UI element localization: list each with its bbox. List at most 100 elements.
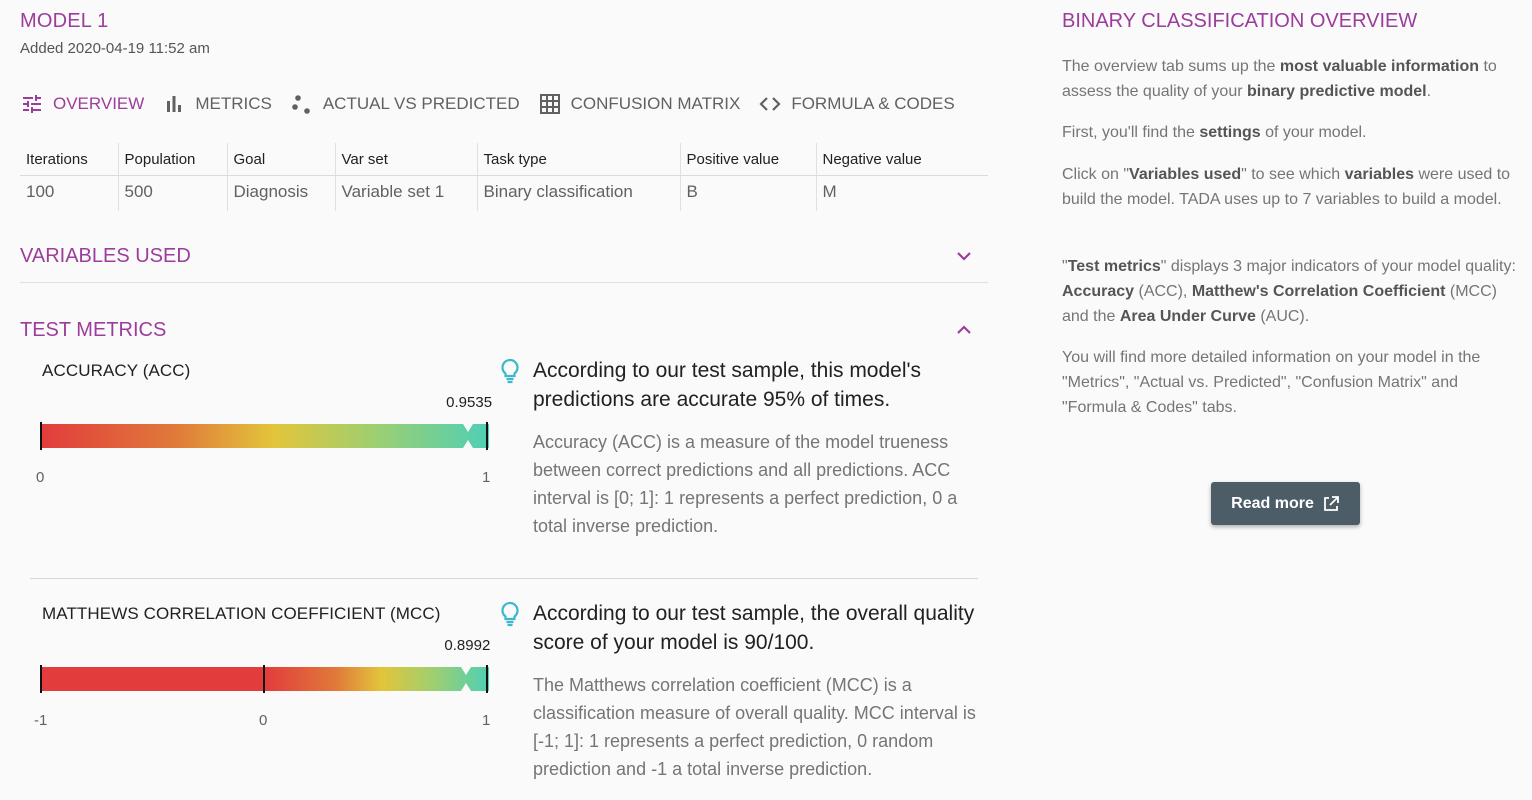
- column-header: Goal: [227, 143, 336, 176]
- bold-text: variables: [1344, 166, 1414, 183]
- scale-max-label: 1: [482, 712, 491, 729]
- bold-text: settings: [1199, 124, 1261, 141]
- help-paragraph: First, you'll find the settings of your …: [1062, 120, 1517, 145]
- text: (AUC).: [1255, 308, 1310, 325]
- gauge-value-marker: [463, 424, 474, 448]
- grid-icon: [538, 92, 562, 116]
- accuracy-gauge: 0.9535: [40, 394, 492, 450]
- table-cell: Variable set 1: [335, 175, 478, 211]
- model-settings-table: Iterations Population Goal Var set Task …: [20, 143, 988, 211]
- bold-text: Variables used: [1129, 166, 1242, 183]
- gauge-value-marker: [461, 667, 472, 691]
- chevron-down-icon[interactable]: [954, 246, 974, 266]
- tab-bar: OVERVIEW METRICS ACTUAL VS PREDICTED CON…: [20, 90, 973, 118]
- bold-text: Area Under Curve: [1119, 308, 1256, 325]
- accuracy-value: 0.9535: [446, 394, 493, 411]
- column-header: Negative value: [816, 143, 988, 176]
- table-cell: 100: [20, 175, 119, 211]
- bold-text: Matthew's Correlation Coefficient: [1191, 283, 1446, 300]
- button-label: Read more: [1231, 494, 1314, 512]
- tab-label: CONFUSION MATRIX: [570, 94, 741, 113]
- lightbulb-icon: [499, 358, 521, 384]
- code-icon: [758, 92, 782, 116]
- bold-text: binary predictive model: [1246, 83, 1427, 100]
- gauge-max-tick: [486, 422, 488, 450]
- gauge-bar: [41, 667, 489, 691]
- table-cell: B: [680, 175, 817, 211]
- gauge-bar: [41, 424, 489, 448]
- column-header: Task type: [477, 143, 681, 176]
- text: " to see which: [1241, 166, 1345, 183]
- bold-text: Accuracy: [1062, 283, 1135, 300]
- tab-label: ACTUAL VS PREDICTED: [322, 94, 520, 113]
- column-header: Iterations: [20, 143, 119, 176]
- scale-min-label: -1: [34, 712, 48, 729]
- text: (MCC) and the: [1062, 283, 1497, 325]
- tab-metrics[interactable]: METRICS: [162, 92, 272, 116]
- mcc-headline: According to our test sample, the overal…: [533, 602, 975, 654]
- table-row: 100 500 Diagnosis Variable set 1 Binary …: [20, 175, 988, 211]
- help-paragraph: The overview tab sums up the most valuab…: [1062, 54, 1517, 104]
- mcc-title: MATTHEWS CORRELATION COEFFICIENT (MCC): [42, 604, 441, 623]
- help-paragraph: "Test metrics" displays 3 major indicato…: [1062, 254, 1517, 329]
- table-cell: M: [822, 182, 837, 201]
- model-added-date: Added 2020-04-19 11:52 am: [20, 40, 210, 57]
- accuracy-description: Accuracy (ACC) is a measure of the model…: [533, 432, 958, 536]
- text: ": [1062, 258, 1068, 275]
- mcc-gauge: 0.8992: [40, 637, 490, 693]
- table-cell: Binary classification: [477, 175, 681, 211]
- bold-text: most valuable information: [1279, 58, 1480, 75]
- table-header-row: Iterations Population Goal Var set Task …: [20, 143, 988, 176]
- scatter-icon: [290, 92, 314, 116]
- text: (ACC),: [1134, 283, 1192, 300]
- model-title: MODEL 1: [20, 10, 109, 32]
- section-title: TEST METRICS: [20, 318, 167, 341]
- accuracy-title: ACCURACY (ACC): [42, 361, 191, 380]
- gauge-mid-tick: [263, 665, 265, 693]
- bold-text: Test metrics: [1067, 258, 1161, 275]
- text: " displays 3 major indicators of your mo…: [1160, 258, 1516, 275]
- text: First, you'll find the: [1062, 124, 1200, 141]
- text: The overview tab sums up the: [1062, 58, 1280, 75]
- external-link-icon: [1322, 495, 1340, 513]
- read-more-button[interactable]: Read more: [1211, 482, 1360, 525]
- tab-overview[interactable]: OVERVIEW: [20, 92, 144, 116]
- scale-min-label: 0: [36, 469, 45, 486]
- tab-confusion-matrix[interactable]: CONFUSION MATRIX: [538, 92, 741, 116]
- help-paragraph: You will find more detailed information …: [1062, 349, 1481, 416]
- lightbulb-icon: [499, 601, 521, 627]
- column-header: Var set: [335, 143, 478, 176]
- text: of your model.: [1260, 124, 1367, 141]
- scale-mid-label: 0: [259, 712, 268, 729]
- gauge-min-tick: [40, 422, 42, 450]
- scale-max-label: 1: [482, 469, 491, 486]
- column-header: Positive value: [680, 143, 817, 176]
- tab-label: METRICS: [195, 94, 272, 113]
- text: to assess the quality of your: [1062, 58, 1497, 100]
- test-metrics-header[interactable]: TEST METRICS: [20, 314, 988, 346]
- tune-icon: [20, 92, 44, 116]
- section-title: VARIABLES USED: [20, 244, 191, 267]
- divider: [30, 578, 978, 579]
- help-paragraph: Click on "Variables used" to see which v…: [1062, 162, 1517, 212]
- overview-title: BINARY CLASSIFICATION OVERVIEW: [1062, 10, 1418, 32]
- gauge-max-tick: [486, 665, 488, 693]
- tab-formula-codes[interactable]: FORMULA & CODES: [758, 92, 955, 116]
- chevron-up-icon[interactable]: [954, 320, 974, 340]
- column-header: Population: [118, 143, 228, 176]
- accuracy-headline: According to our test sample, this model…: [533, 359, 922, 411]
- text: were used to build the model. TADA uses …: [1062, 166, 1511, 208]
- tab-label: OVERVIEW: [53, 94, 145, 113]
- tab-actual-vs-predicted[interactable]: ACTUAL VS PREDICTED: [290, 92, 520, 116]
- table-cell: Diagnosis: [227, 175, 336, 211]
- variables-used-header[interactable]: VARIABLES USED: [20, 240, 988, 272]
- text: Click on ": [1062, 166, 1130, 183]
- divider: [20, 282, 988, 283]
- table-cell: 500: [118, 175, 228, 211]
- mcc-value: 0.8992: [444, 637, 491, 654]
- gauge-min-tick: [40, 665, 42, 693]
- mcc-description: The Matthews correlation coefficient (MC…: [533, 675, 976, 779]
- bar-chart-icon: [162, 92, 186, 116]
- tab-label: FORMULA & CODES: [791, 94, 955, 113]
